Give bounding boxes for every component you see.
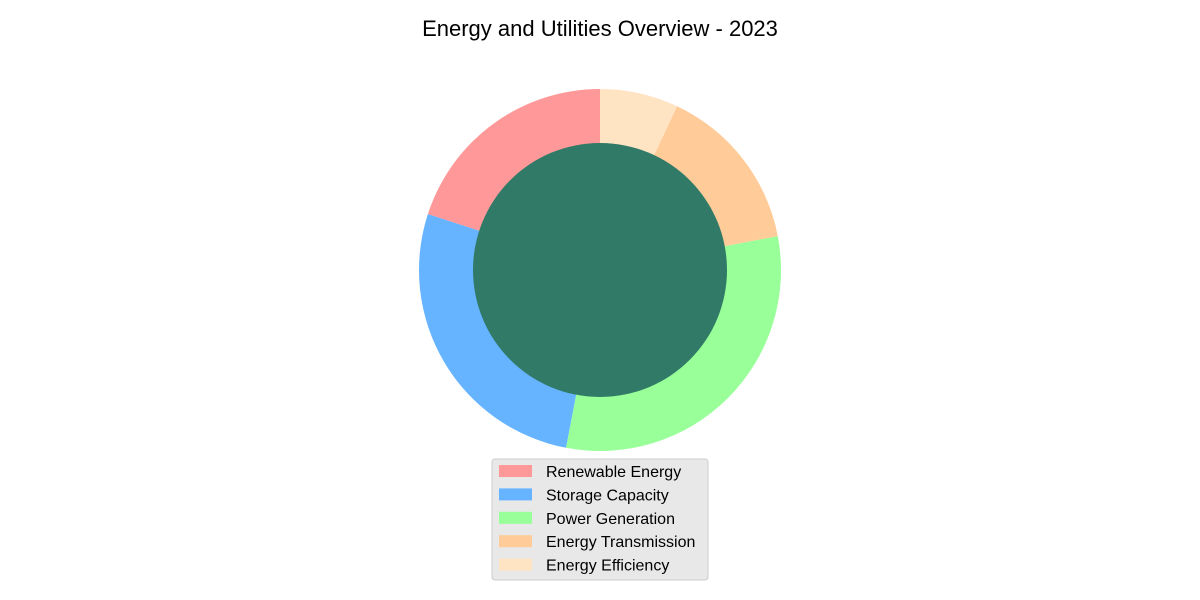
legend-label-energy-transmission: Energy Transmission [546, 534, 695, 551]
legend-label-storage-capacity: Storage Capacity [546, 487, 669, 504]
legend-swatch-storage-capacity [499, 488, 532, 501]
legend-frame [491, 458, 709, 581]
legend-label-energy-efficiency: Energy Efficiency [546, 558, 669, 575]
donut-center [473, 143, 727, 397]
legend-swatch-energy-transmission [499, 535, 532, 548]
legend-label-power-generation: Power Generation [546, 511, 675, 528]
legend: Renewable Energy Storage Capacity Power Ge… [491, 458, 709, 581]
legend-swatch-energy-efficiency [499, 558, 532, 571]
legend-label-renewable-energy: Renewable Energy [546, 464, 681, 481]
legend-swatch-power-generation [499, 511, 532, 524]
chart-title: Energy and Utilities Overview - 2023 [422, 16, 778, 41]
legend-swatch-renewable-energy [499, 465, 532, 477]
